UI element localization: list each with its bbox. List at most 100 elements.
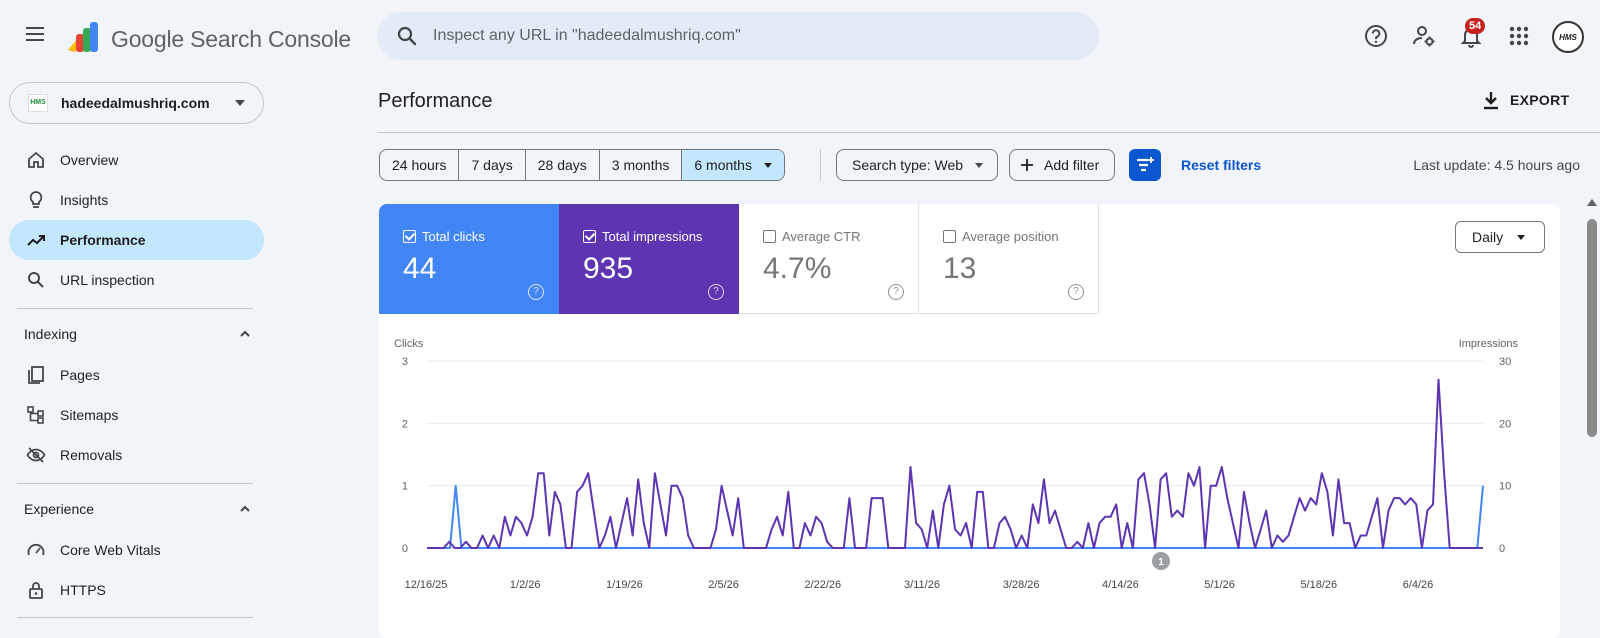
y-tick-left: 3 xyxy=(402,356,408,368)
metric-average-position[interactable]: Average position 13 ? xyxy=(919,204,1099,314)
x-tick-label: 1/2/26 xyxy=(510,579,541,591)
lock-icon xyxy=(29,582,43,599)
series-line-impressions xyxy=(427,378,1483,549)
add-filter-button[interactable]: Add filter xyxy=(1009,149,1116,181)
help-icon[interactable]: ? xyxy=(888,284,904,300)
date-range-selector: 24 hours 7 days 28 days 3 months 6 month… xyxy=(379,149,785,181)
divider xyxy=(17,483,253,484)
annotation-label: 1 xyxy=(1158,557,1164,568)
app-title: Google Search Console xyxy=(111,26,352,52)
scrollbar-thumb[interactable] xyxy=(1587,219,1597,437)
section-experience[interactable]: Experience xyxy=(9,491,264,527)
divider xyxy=(17,308,253,309)
divider xyxy=(820,149,821,181)
sidebar-item-label: Performance xyxy=(60,232,146,248)
section-indexing[interactable]: Indexing xyxy=(9,316,264,352)
metric-value: 13 xyxy=(943,252,977,285)
x-tick-label: 12/16/25 xyxy=(405,579,448,591)
download-icon xyxy=(1484,92,1498,110)
divider xyxy=(17,617,253,618)
apps-grid-icon[interactable] xyxy=(1505,22,1533,50)
search-icon xyxy=(397,26,417,46)
sidebar-item-core-web-vitals[interactable]: Core Web Vitals xyxy=(9,530,264,570)
range-label: 3 months xyxy=(611,157,670,173)
metric-value: 4.7% xyxy=(763,252,832,285)
account-avatar[interactable]: HMS xyxy=(1552,21,1584,53)
sidebar-item-removals[interactable]: Removals xyxy=(9,435,264,475)
sidebar-item-label: Overview xyxy=(60,152,119,168)
dropdown-arrow-icon xyxy=(1517,234,1526,240)
sidebar-item-performance[interactable]: Performance xyxy=(9,220,264,260)
home-icon xyxy=(28,151,44,168)
sidebar-item-sitemaps[interactable]: Sitemaps xyxy=(9,395,264,435)
scroll-up-arrow-icon[interactable] xyxy=(1587,199,1597,206)
granularity-label: Daily xyxy=(1472,229,1504,245)
y-tick-right: 30 xyxy=(1499,356,1511,368)
annotation-marker xyxy=(1152,552,1170,570)
url-inspection-search[interactable] xyxy=(377,12,1099,60)
export-label: EXPORT xyxy=(1510,92,1570,108)
lightbulb-icon xyxy=(29,191,43,208)
search-input[interactable] xyxy=(433,12,1073,60)
section-label: Indexing xyxy=(24,326,77,342)
metric-total-clicks[interactable]: Total clicks 44 ? xyxy=(379,204,559,314)
x-tick-label: 6/4/26 xyxy=(1403,579,1434,591)
search-icon xyxy=(28,272,44,288)
range-28-days[interactable]: 28 days xyxy=(526,150,600,180)
sidebar-item-label: Sitemaps xyxy=(60,407,119,423)
y-tick-left: 2 xyxy=(402,418,408,430)
scrollbar[interactable] xyxy=(1585,197,1599,638)
property-selector[interactable]: HMS hadeedalmushriq.com xyxy=(9,82,264,124)
sidebar-item-pages[interactable]: Pages xyxy=(9,355,264,395)
metric-label: Average CTR xyxy=(763,229,861,244)
sidebar-item-https[interactable]: HTTPS xyxy=(9,570,264,610)
help-icon[interactable]: ? xyxy=(528,284,544,300)
performance-card: Total clicks 44 ? Total impressions 935 … xyxy=(379,204,1560,638)
granularity-dropdown[interactable]: Daily xyxy=(1455,221,1545,253)
chevron-down-icon xyxy=(235,100,245,106)
metric-average-ctr[interactable]: Average CTR 4.7% ? xyxy=(739,204,919,314)
help-icon[interactable] xyxy=(1362,22,1390,50)
y-axis-left-title: Clicks xyxy=(394,338,424,350)
sidebar-item-overview[interactable]: Overview xyxy=(9,140,264,180)
y-tick-right: 20 xyxy=(1499,418,1511,430)
search-type-filter[interactable]: Search type: Web xyxy=(836,149,999,181)
x-tick-label: 1/19/26 xyxy=(606,579,643,591)
range-label: 7 days xyxy=(471,157,513,173)
metric-value: 44 xyxy=(403,252,437,285)
notification-badge: 54 xyxy=(1465,18,1486,34)
x-tick-label: 3/11/26 xyxy=(904,579,940,591)
dropdown-arrow-icon xyxy=(763,162,772,168)
metric-label-text: Average CTR xyxy=(782,229,861,244)
y-axis-right-title: Impressions xyxy=(1459,338,1519,350)
range-label: 24 hours xyxy=(392,157,447,173)
export-button[interactable]: EXPORT xyxy=(1482,88,1569,112)
filter-settings-button[interactable] xyxy=(1129,149,1161,181)
reset-filters-link[interactable]: Reset filters xyxy=(1181,157,1262,173)
metric-label: Total impressions xyxy=(583,229,702,244)
range-24-hours[interactable]: 24 hours xyxy=(380,150,460,180)
x-tick-label: 2/5/26 xyxy=(708,579,739,591)
metric-label-text: Average position xyxy=(962,229,1059,244)
top-bar: Google Search Console 54 HMS xyxy=(0,0,1600,72)
metric-total-impressions[interactable]: Total impressions 935 ? xyxy=(559,204,739,314)
range-7-days[interactable]: 7 days xyxy=(459,150,526,180)
x-tick-label: 3/28/26 xyxy=(1003,579,1040,591)
sidebar-item-url-inspection[interactable]: URL inspection xyxy=(9,260,264,300)
sidebar-item-insights[interactable]: Insights xyxy=(9,180,264,220)
x-tick-label: 4/14/26 xyxy=(1102,579,1139,591)
range-6-months[interactable]: 6 months xyxy=(682,150,784,180)
y-tick-right: 10 xyxy=(1499,481,1511,493)
checkbox-checked-icon xyxy=(403,230,416,243)
trending-up-icon xyxy=(27,235,45,246)
metric-label: Average position xyxy=(943,229,1059,244)
help-icon[interactable]: ? xyxy=(708,284,724,300)
x-tick-label: 5/18/26 xyxy=(1300,579,1337,591)
user-settings-icon[interactable] xyxy=(1410,22,1438,50)
help-icon[interactable]: ? xyxy=(1068,284,1084,300)
y-tick-left: 1 xyxy=(402,481,408,493)
sitemap-icon xyxy=(27,406,44,424)
range-3-months[interactable]: 3 months xyxy=(600,150,683,180)
main-menu-icon[interactable] xyxy=(22,24,48,48)
